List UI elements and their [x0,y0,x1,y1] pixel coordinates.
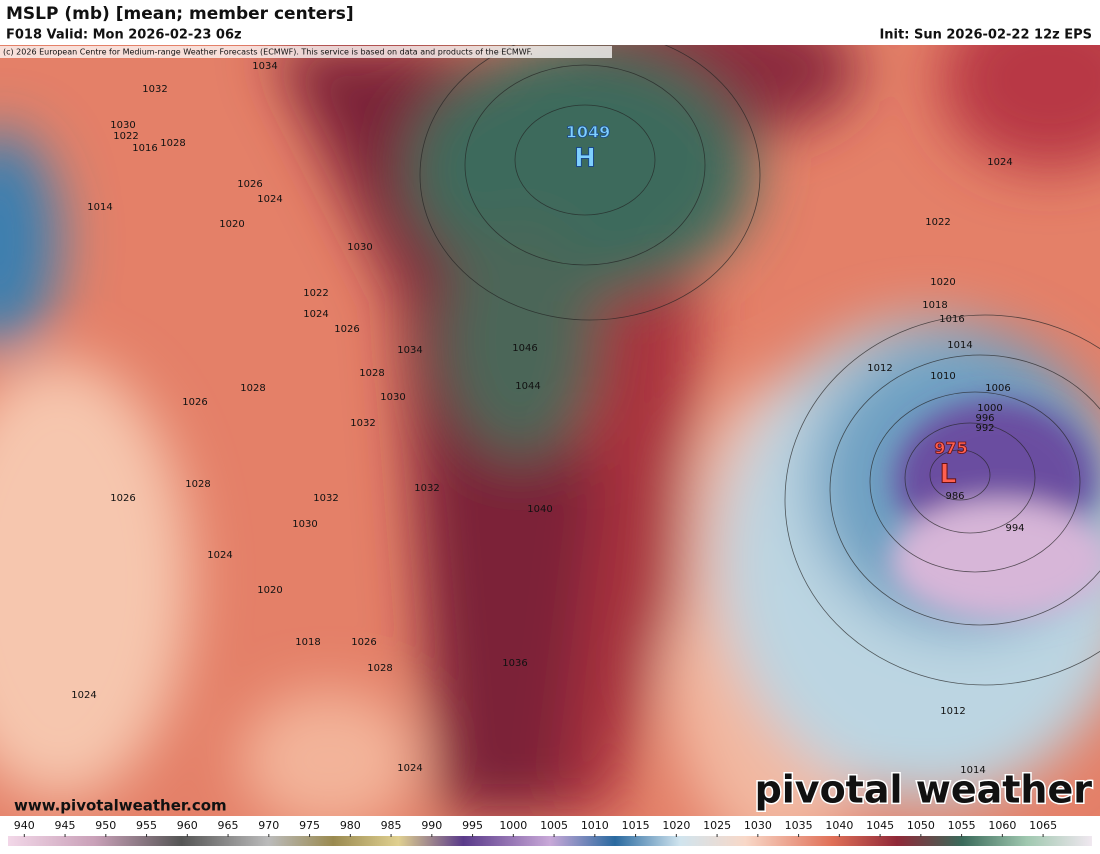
contour-label: 1024 [207,550,232,561]
contour-label: 1032 [414,483,439,494]
contour-label: 1006 [985,383,1010,394]
contour-label: 1012 [867,363,892,374]
contour-label: 1020 [257,585,282,596]
colorbar-tick-label: 965 [218,819,239,832]
contour-label: 1028 [160,138,185,149]
contour-label: 1024 [397,763,422,774]
contour-label: 1028 [359,368,384,379]
contour-label: 1026 [351,637,376,648]
colorbar-tick-label: 1025 [703,819,731,832]
contour-label: 994 [1005,523,1024,534]
contour-label: 1030 [347,242,372,253]
contour-label: 1014 [87,202,112,213]
contour-label: 1028 [367,663,392,674]
contour-label: 1030 [292,519,317,530]
contour-label: 1032 [313,493,338,504]
center-symbol: H [574,144,596,174]
init-time: Init: Sun 2026-02-22 12z EPS [879,28,1092,43]
title: MSLP (mb) [mean; member centers] [6,4,354,24]
colorbar-tick-label: 1055 [948,819,976,832]
colorbar-tick-label: 1020 [662,819,690,832]
contour-label: 1016 [132,143,157,154]
colorbar-tick-label: 1000 [499,819,527,832]
contour-label: 992 [975,423,994,434]
credit: (c) 2026 European Centre for Medium-rang… [3,48,533,57]
colorbar [8,836,1092,846]
contour-label: 1010 [930,371,955,382]
contour-label: 1024 [257,194,282,205]
contour-label: 1024 [987,157,1012,168]
center-value: 975 [934,439,967,458]
colorbar-tick-label: 1065 [1029,819,1057,832]
contour-label: 1018 [295,637,320,648]
contour-label: 1014 [947,340,972,351]
colorbar-tick-label: 1045 [866,819,894,832]
colorbar-tick-label: 980 [340,819,361,832]
contour-label: 1034 [252,61,277,72]
colorbar-tick-label: 1005 [540,819,568,832]
contour-label: 1026 [182,397,207,408]
contour-label: 1000 [977,403,1002,414]
contour-label: 1046 [512,343,537,354]
contour-label: 1024 [71,690,96,701]
colorbar-tick-label: 955 [136,819,157,832]
colorbar-tick-label: 940 [14,819,35,832]
contour-label: 1022 [303,288,328,299]
contour-label: 1040 [527,504,552,515]
contour-label: 1014 [960,765,985,776]
center-value: 1049 [566,123,611,142]
colorbar-tick-label: 1010 [581,819,609,832]
colorbar-tick-label: 1050 [907,819,935,832]
contour-label: 1022 [113,131,138,142]
contour-label: 1018 [922,300,947,311]
contour-label: 986 [945,491,964,502]
colorbar-tick-label: 985 [381,819,402,832]
colorbar-tick-label: 990 [421,819,442,832]
colorbar-tick-label: 1030 [744,819,772,832]
contour-label: 1026 [110,493,135,504]
colorbar-tick-label: 970 [258,819,279,832]
contour-label: 1020 [930,277,955,288]
contour-label: 1044 [515,381,540,392]
colorbar-tick-label: 975 [299,819,320,832]
valid-time: F018 Valid: Mon 2026-02-23 06z [6,28,242,43]
contour-label: 996 [975,413,994,424]
colorbar-tick-label: 950 [95,819,116,832]
contour-label: 1036 [502,658,527,669]
center-symbol: L [940,460,957,490]
contour-label: 1032 [142,84,167,95]
contour-label: 1012 [940,706,965,717]
colorbar-tick-label: 1015 [622,819,650,832]
colorbar-tick-label: 960 [177,819,198,832]
contour-label: 1020 [219,219,244,230]
contour-label: 1024 [303,309,328,320]
colorbar-tick-label: 945 [55,819,76,832]
colorbar-tick-label: 1040 [825,819,853,832]
colorbar-tick-label: 1035 [785,819,813,832]
contour-label: 1026 [334,324,359,335]
contour-label: 1022 [925,217,950,228]
contour-label: 1030 [380,392,405,403]
contour-label: 1016 [939,314,964,325]
contour-label: 1034 [397,345,422,356]
colorbar-tick-label: 995 [462,819,483,832]
brand-watermark: pivotal weather [755,768,1093,812]
contour-label: 1026 [237,179,262,190]
contour-label: 1028 [240,383,265,394]
contour-label: 1028 [185,479,210,490]
colorbar-tick-label: 1060 [988,819,1016,832]
contour-label: 1030 [110,120,135,131]
website: www.pivotalweather.com [14,797,227,815]
contour-label: 1032 [350,418,375,429]
